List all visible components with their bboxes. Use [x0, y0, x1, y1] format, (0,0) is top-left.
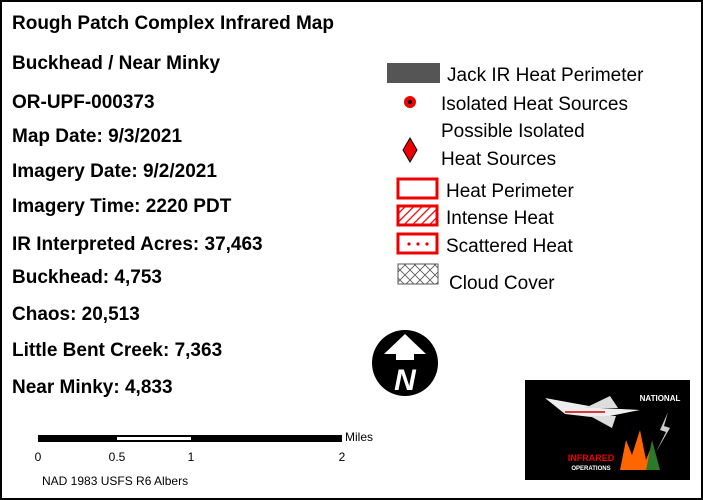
isolated-swatch-center: [408, 100, 412, 104]
logo-bottom: OPERATIONS: [571, 466, 610, 472]
info-line: Imagery Time: 2220 PDT: [12, 196, 232, 217]
legend-label: Heat Sources: [441, 149, 556, 170]
scale-bar-segment: [117, 437, 191, 440]
legend-label: Intense Heat: [446, 208, 554, 229]
logo-top: NATIONAL: [640, 394, 681, 403]
north-label: N: [394, 364, 417, 397]
scale-label: 1: [188, 450, 195, 464]
info-line: Near Minky: 4,833: [12, 377, 173, 398]
map-title: Rough Patch Complex Infrared Map: [12, 13, 334, 34]
info-line: Little Bent Creek: 7,363: [12, 340, 222, 361]
info-line: OR-UPF-000373: [12, 92, 155, 113]
scale-label: 0.5: [109, 450, 126, 464]
scattered-dot: [425, 242, 428, 245]
datum: NAD 1983 USFS R6 Albers: [42, 474, 188, 488]
info-line: Imagery Date: 9/2/2021: [12, 161, 217, 182]
scattered-dot: [407, 242, 410, 245]
map-legend-page: Rough Patch Complex Infrared Map Buckhead…: [0, 0, 703, 500]
scattered-dot: [416, 242, 419, 245]
legend-label: Possible Isolated: [441, 121, 585, 142]
info-line: Buckhead: 4,753: [12, 267, 162, 288]
legend-label: Cloud Cover: [449, 273, 555, 294]
jack-perimeter-swatch: [387, 63, 440, 83]
legend-label: Scattered Heat: [446, 236, 573, 257]
scale-unit: Miles: [345, 430, 373, 444]
cloud-swatch: [398, 264, 438, 284]
legend-label: Jack IR Heat Perimeter: [447, 65, 644, 86]
info-line: IR Interpreted Acres: 37,463: [12, 234, 263, 255]
logo-middle: INFRARED: [568, 453, 615, 463]
nirops-logo: NATIONAL INFRARED OPERATIONS: [525, 380, 690, 480]
legend-label: Heat Perimeter: [446, 181, 574, 202]
intense-swatch: [398, 206, 437, 225]
scale-label: 2: [339, 450, 346, 464]
info-line: Map Date: 9/3/2021: [12, 126, 182, 147]
perimeter-swatch: [398, 179, 437, 198]
info-line: Buckhead / Near Minky: [12, 53, 220, 74]
scale-label: 0: [35, 450, 42, 464]
legend-label: Isolated Heat Sources: [441, 94, 628, 115]
info-line: Chaos: 20,513: [12, 304, 140, 325]
